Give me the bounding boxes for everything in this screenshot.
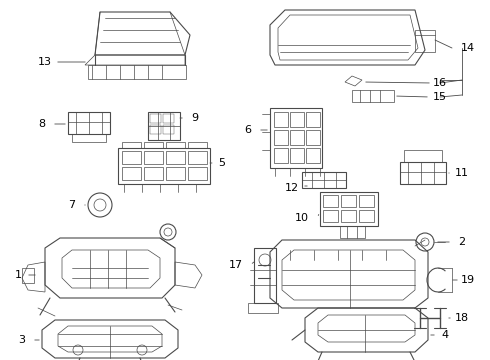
Bar [144, 167, 163, 180]
Text: 12: 12 [285, 183, 299, 193]
Bar [323, 195, 338, 207]
Bar [22, 268, 34, 283]
Bar [341, 210, 356, 222]
Bar [163, 125, 174, 134]
Bar [290, 112, 304, 127]
Bar [415, 30, 435, 52]
Bar [150, 125, 161, 134]
Bar [68, 112, 110, 134]
Bar [248, 303, 278, 313]
Text: 3: 3 [19, 335, 25, 345]
Bar [122, 142, 141, 148]
Text: 5: 5 [219, 158, 225, 168]
Text: 19: 19 [461, 275, 475, 285]
Bar [254, 248, 276, 303]
Bar [359, 210, 374, 222]
Bar [274, 112, 288, 127]
Bar [359, 195, 374, 207]
Bar [144, 142, 163, 148]
Text: 4: 4 [441, 330, 448, 340]
Text: 9: 9 [192, 113, 198, 123]
Bar [72, 134, 106, 142]
Text: 13: 13 [38, 57, 52, 67]
Text: 6: 6 [245, 125, 251, 135]
Bar [122, 167, 141, 180]
Bar [270, 108, 322, 168]
Text: 2: 2 [459, 237, 466, 247]
Text: 10: 10 [295, 213, 309, 223]
Bar [306, 112, 320, 127]
Text: 11: 11 [455, 168, 469, 178]
Bar [290, 148, 304, 163]
Bar [320, 192, 378, 226]
Text: 1: 1 [15, 270, 22, 280]
Text: 8: 8 [38, 119, 46, 129]
Bar [163, 114, 174, 123]
Text: 16: 16 [433, 78, 447, 88]
Bar [188, 151, 207, 164]
Bar [166, 142, 185, 148]
Bar [150, 114, 161, 123]
Bar [148, 112, 180, 140]
Bar [122, 151, 141, 164]
Bar [118, 148, 210, 184]
Bar [274, 148, 288, 163]
Bar [341, 195, 356, 207]
Bar [404, 150, 442, 162]
Text: 18: 18 [455, 313, 469, 323]
Bar [188, 142, 207, 148]
Bar [88, 65, 186, 79]
Text: 7: 7 [69, 200, 75, 210]
Text: 15: 15 [433, 92, 447, 102]
Bar [166, 151, 185, 164]
Bar [306, 130, 320, 145]
Bar [188, 167, 207, 180]
Bar [274, 130, 288, 145]
Bar [340, 226, 365, 238]
Bar [144, 151, 163, 164]
Bar [166, 167, 185, 180]
Bar [290, 130, 304, 145]
Text: 17: 17 [229, 260, 243, 270]
Bar [302, 172, 346, 188]
Bar [400, 162, 446, 184]
Bar [306, 148, 320, 163]
Text: 14: 14 [461, 43, 475, 53]
Bar [323, 210, 338, 222]
Bar [352, 90, 394, 102]
